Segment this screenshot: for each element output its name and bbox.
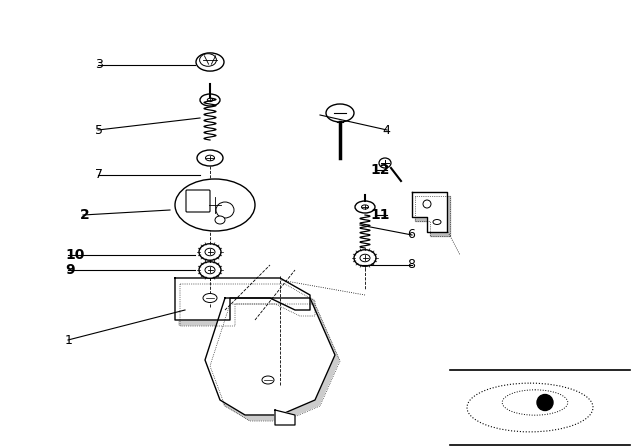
Text: 3: 3 bbox=[95, 59, 103, 72]
Ellipse shape bbox=[360, 254, 370, 262]
Polygon shape bbox=[179, 283, 314, 325]
Ellipse shape bbox=[199, 244, 221, 260]
Polygon shape bbox=[209, 303, 339, 420]
Text: 12: 12 bbox=[371, 163, 390, 177]
Ellipse shape bbox=[362, 205, 369, 209]
Ellipse shape bbox=[502, 390, 568, 415]
Ellipse shape bbox=[207, 99, 212, 102]
Ellipse shape bbox=[175, 179, 255, 231]
Ellipse shape bbox=[326, 104, 354, 122]
Ellipse shape bbox=[215, 216, 225, 224]
Ellipse shape bbox=[467, 383, 593, 432]
Ellipse shape bbox=[203, 293, 217, 302]
Text: 2: 2 bbox=[80, 208, 90, 222]
Ellipse shape bbox=[200, 94, 220, 106]
Ellipse shape bbox=[205, 266, 215, 274]
Text: 10: 10 bbox=[65, 248, 84, 262]
Text: 5: 5 bbox=[95, 124, 103, 137]
Text: 1: 1 bbox=[65, 333, 73, 346]
Ellipse shape bbox=[200, 54, 216, 66]
Circle shape bbox=[537, 395, 553, 410]
Ellipse shape bbox=[205, 248, 215, 256]
Ellipse shape bbox=[199, 262, 221, 278]
Text: 4: 4 bbox=[382, 124, 390, 137]
Text: 9: 9 bbox=[65, 263, 75, 277]
Text: 6: 6 bbox=[407, 228, 415, 241]
Ellipse shape bbox=[205, 155, 214, 161]
Text: 11: 11 bbox=[371, 208, 390, 222]
FancyBboxPatch shape bbox=[186, 190, 210, 212]
Text: 8: 8 bbox=[407, 258, 415, 271]
Polygon shape bbox=[415, 196, 450, 236]
Ellipse shape bbox=[379, 158, 391, 168]
Ellipse shape bbox=[197, 150, 223, 166]
Polygon shape bbox=[205, 298, 335, 415]
Text: 7: 7 bbox=[95, 168, 103, 181]
Polygon shape bbox=[412, 192, 447, 232]
Ellipse shape bbox=[355, 201, 375, 213]
Polygon shape bbox=[175, 278, 310, 320]
Ellipse shape bbox=[433, 220, 441, 224]
Ellipse shape bbox=[196, 53, 224, 71]
Ellipse shape bbox=[354, 250, 376, 266]
Ellipse shape bbox=[216, 202, 234, 218]
Ellipse shape bbox=[262, 376, 274, 384]
Circle shape bbox=[423, 200, 431, 208]
Polygon shape bbox=[275, 410, 295, 425]
